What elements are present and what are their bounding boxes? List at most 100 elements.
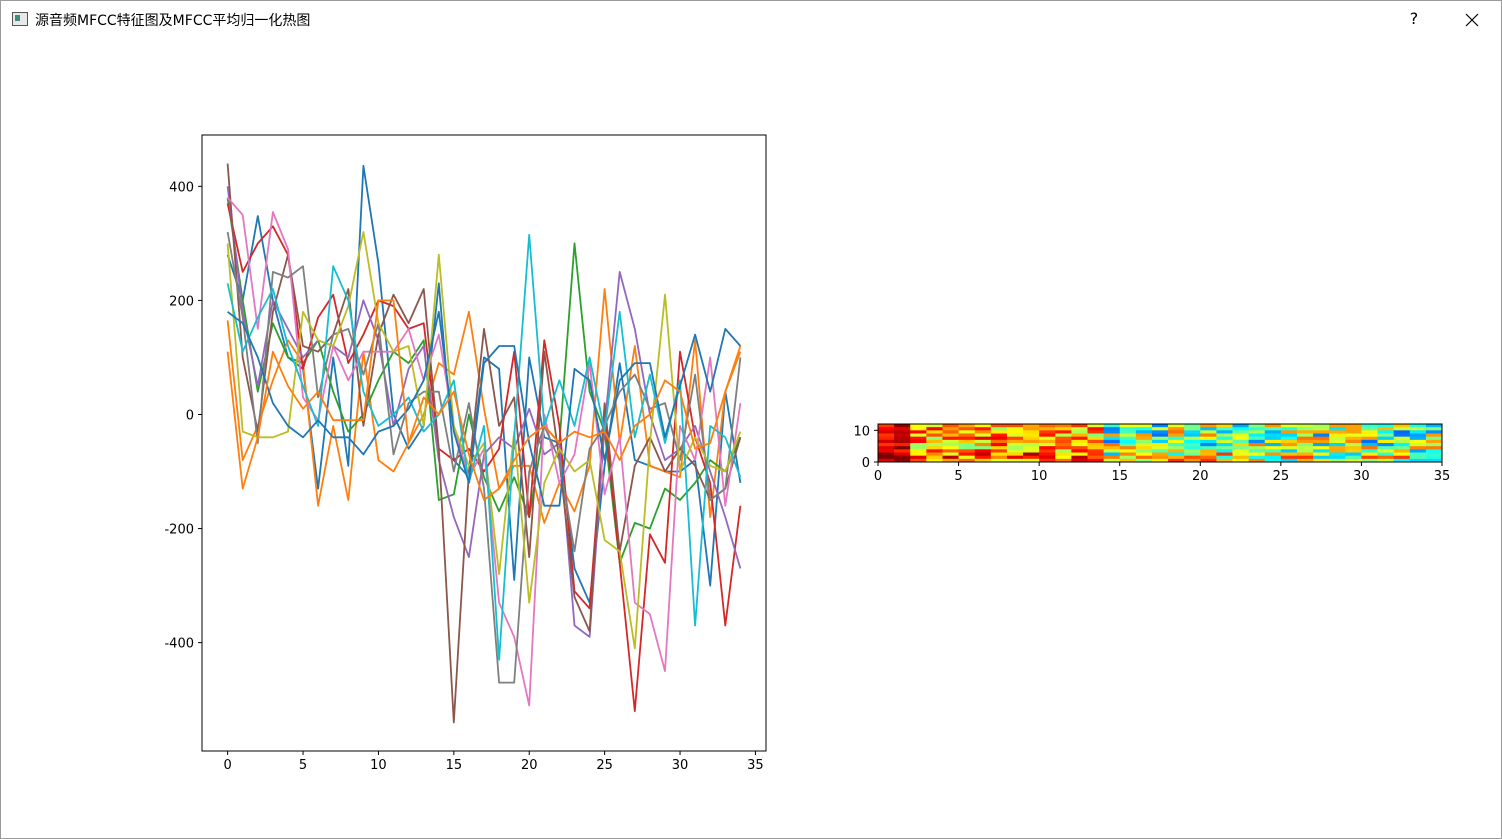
heatmap-cell [1248,427,1266,431]
heatmap-cell [1103,430,1121,434]
heatmap-cell [1087,430,1104,434]
x-tick-label: 15 [446,758,463,773]
heatmap-cell [1039,458,1056,463]
heatmap-cell [1280,427,1298,431]
heatmap-cell [926,458,943,463]
heatmap-cell [1409,439,1427,444]
heatmap-cell [878,443,895,447]
heatmap-cell [1039,443,1056,447]
heatmap-cell [958,446,976,450]
heatmap-cell [1200,430,1217,434]
y-tick-label: -400 [164,637,194,652]
heatmap-cell [942,458,959,463]
heatmap-cell [1345,436,1362,441]
heatmap-cell [1184,436,1201,441]
heatmap-cell [1248,458,1266,463]
heatmap-cell [1135,443,1153,447]
heatmap-cell [942,427,959,431]
heatmap-x-tick-label: 35 [1434,469,1451,484]
heatmap-cell [1071,455,1088,460]
heatmap-cell [1103,458,1121,463]
heatmap-cell [1119,436,1137,441]
close-button[interactable] [1453,5,1489,33]
heatmap-cell [1006,452,1024,457]
heatmap-cell [1409,430,1427,434]
heatmap-x-tick-label: 30 [1353,469,1370,484]
heatmap-cell [1103,452,1121,457]
heatmap-cell [1039,449,1056,453]
heatmap-cell [1184,455,1201,460]
heatmap-cell [942,436,959,441]
series-line-3 [226,203,742,712]
heatmap-x-tick-label: 25 [1273,469,1290,484]
heatmap-cell [1168,430,1185,434]
heatmap-cell [1264,439,1282,444]
help-button[interactable]: ? [1409,9,1419,28]
heatmap-cell [1055,436,1072,441]
heatmap-cell [1071,458,1088,463]
heatmap-cell [1264,433,1282,438]
heatmap-cell [1329,452,1346,457]
heatmap-cell [878,449,895,453]
heatmap-cell [1393,427,1411,431]
heatmap-cell [1393,436,1411,441]
heatmap-cell [1248,439,1266,444]
heatmap-cell [1393,452,1411,457]
heatmap-cell [894,430,911,434]
heatmap-cell [1055,458,1072,463]
heatmap-cell [990,443,1008,447]
heatmap-cell [910,443,927,447]
heatmap-cell [1168,436,1185,441]
heatmap-cell [1296,443,1314,447]
heatmap-cell [1184,439,1201,444]
heatmap-cell [1377,446,1395,450]
heatmap-cell [974,424,992,428]
heatmap-cell [894,439,911,444]
heatmap-cell [1055,443,1072,447]
heatmap-cell [1361,455,1378,460]
heatmap-cell [1119,433,1137,438]
heatmap-cell [1377,436,1395,441]
heatmap-cell [1377,443,1395,447]
heatmap-cell [1006,446,1024,450]
heatmap-cell [1248,424,1266,428]
heatmap-cell [1393,446,1411,450]
heatmap-cell [1345,452,1362,457]
heatmap-cell [1393,439,1411,444]
heatmap-cell [1329,424,1346,428]
heatmap-cell [894,449,911,453]
heatmap-cell [1216,455,1233,460]
heatmap-cell [942,439,959,444]
heatmap-cell [1232,439,1250,444]
heatmap-cell [990,455,1008,460]
heatmap-cell [1345,427,1362,431]
heatmap-cell [1361,452,1378,457]
heatmap-cell [958,458,976,463]
heatmap-cell [1393,430,1411,434]
heatmap-cell [1135,436,1153,441]
heatmap-cell [1409,458,1427,463]
heatmap-cell [1264,458,1282,463]
heatmap-cell [1329,439,1346,444]
heatmap-cell [926,433,943,438]
heatmap-cell [1200,427,1217,431]
heatmap-cell [926,455,943,460]
heatmap-cell [990,430,1008,434]
heatmap-cell [1329,455,1346,460]
heatmap-cell [1313,439,1330,444]
heatmap-cell [1119,424,1137,428]
heatmap-cell [1248,433,1266,438]
heatmap-cell [1151,452,1169,457]
heatmap-cell [926,424,943,428]
heatmap-cell [1248,446,1266,450]
heatmap-cell [1393,449,1411,453]
heatmap-cell [1296,424,1314,428]
heatmap-cell [1232,436,1250,441]
heatmap-cell [1313,446,1330,450]
heatmap-cell [1200,433,1217,438]
heatmap-cell [1119,458,1137,463]
heatmap-cell [1313,449,1330,453]
heatmap-cell [990,446,1008,450]
heatmap-cell [1023,439,1040,444]
heatmap-cell [1425,446,1443,450]
